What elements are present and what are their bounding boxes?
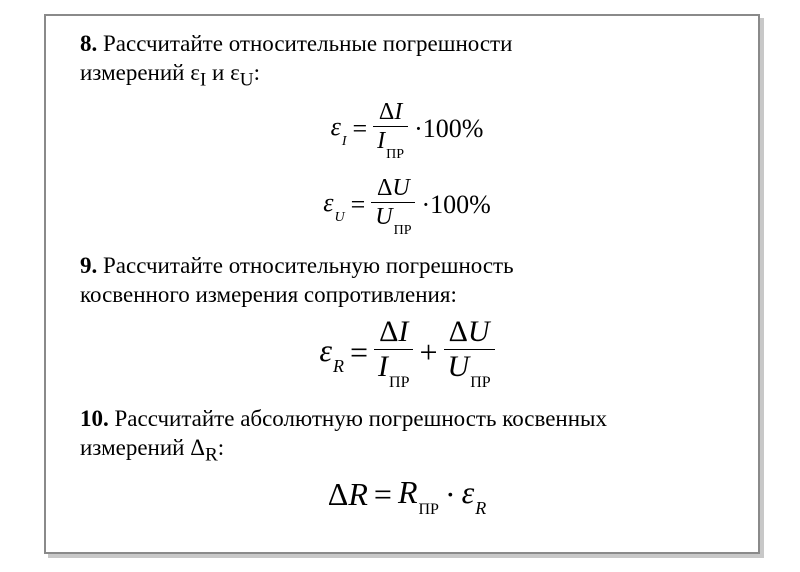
page: 8. Рассчитайте относительные погрешности… xyxy=(0,0,800,572)
item10-number: 10. xyxy=(80,406,109,431)
f10-dot: · xyxy=(445,476,456,513)
item8-number: 8. xyxy=(80,31,97,56)
f9-frac2: ΔU UПР xyxy=(444,317,495,387)
f1-bar xyxy=(373,126,408,127)
f9-t1-dv: I xyxy=(378,350,388,383)
item9-number: 9. xyxy=(80,253,97,278)
item8-formula2-row: εU = ΔU UПР ·100% xyxy=(80,176,734,234)
item9-text: 9. Рассчитайте относительную погрешность… xyxy=(80,252,734,310)
content-box: 8. Рассчитайте относительные погрешности… xyxy=(44,14,760,554)
f10-eps-sub: R xyxy=(475,498,486,518)
f2-bar xyxy=(371,202,415,203)
f1-num-v: I xyxy=(394,99,402,125)
f2-num-d: Δ xyxy=(377,175,392,201)
f9-t2-nd: Δ xyxy=(449,315,468,348)
item9-formula-row: εR = ΔI IПР + ΔU UПР xyxy=(80,317,734,387)
f9-lhs-sub: R xyxy=(333,356,344,376)
f9-frac1: ΔI IПР xyxy=(374,317,413,387)
f9-t1-nv: I xyxy=(398,315,408,348)
item8-sub2: U xyxy=(240,69,254,90)
item10-text: 10. Рассчитайте абсолютную погрешность к… xyxy=(80,405,734,467)
item8-text: 8. Рассчитайте относительные погрешности… xyxy=(80,30,734,92)
f1-lhs-sym: ε xyxy=(331,112,341,141)
f10-lhs-v: R xyxy=(348,476,368,512)
f1-den-v: I xyxy=(377,128,385,154)
f1-mult: ·100% xyxy=(414,114,483,144)
item8-formula1-row: εI = ΔI IПР ·100% xyxy=(80,100,734,158)
f9-plus: + xyxy=(419,334,437,371)
f10-lhs-d: Δ xyxy=(328,476,349,512)
f1-eq: = xyxy=(353,114,368,144)
item9-formula: εR = ΔI IПР + ΔU UПР xyxy=(319,317,494,387)
f9-t1-ds: ПР xyxy=(389,374,409,391)
f1-lhs-sub: I xyxy=(342,134,347,149)
item9-line2: косвенного измерения сопротивления: xyxy=(80,282,457,307)
f1-frac: ΔI IПР xyxy=(373,100,408,158)
item10-line2-a: измерений Δ xyxy=(80,435,205,460)
f9-eq: = xyxy=(350,334,368,371)
f2-eq: = xyxy=(351,190,366,220)
f9-t1-nd: Δ xyxy=(379,315,398,348)
f9-t2-ds: ПР xyxy=(470,374,490,391)
item10-sub: R xyxy=(205,445,218,466)
f9-t2-nv: U xyxy=(468,315,490,348)
f1-num-d: Δ xyxy=(379,99,394,125)
item8-line2-b: и ε xyxy=(206,60,239,85)
f10-eq: = xyxy=(374,476,392,513)
item8-formula2: εU = ΔU UПР ·100% xyxy=(323,176,491,234)
item10-formula: ΔR = RПР · εR xyxy=(328,474,486,515)
f2-mult: ·100% xyxy=(421,190,490,220)
item8-line1: Рассчитайте относительные погрешности xyxy=(97,31,512,56)
f1-den-sub: ПР xyxy=(386,147,404,162)
f2-den-v: U xyxy=(375,204,392,230)
f2-lhs-sym: ε xyxy=(323,188,333,217)
f2-den-sub: ПР xyxy=(394,223,412,238)
item9-line1: Рассчитайте относительную погрешность xyxy=(97,253,513,278)
item10-line1: Рассчитайте абсолютную погрешность косве… xyxy=(109,406,607,431)
item8-line2-a: измерений ε xyxy=(80,60,200,85)
f9-t2-dv: U xyxy=(448,350,470,383)
f2-num-v: U xyxy=(392,175,409,201)
f2-frac: ΔU UПР xyxy=(371,176,415,234)
f2-lhs-sub: U xyxy=(334,210,344,225)
f9-lhs-sym: ε xyxy=(319,332,332,368)
item10-line2-b: : xyxy=(218,435,224,460)
f10-eps: ε xyxy=(462,474,475,510)
f10-rs: ПР xyxy=(419,501,439,518)
f10-rv: R xyxy=(398,474,418,510)
item10-formula-row: ΔR = RПР · εR xyxy=(80,474,734,515)
item8-line2-c: : xyxy=(254,60,260,85)
item8-formula1: εI = ΔI IПР ·100% xyxy=(331,100,484,158)
